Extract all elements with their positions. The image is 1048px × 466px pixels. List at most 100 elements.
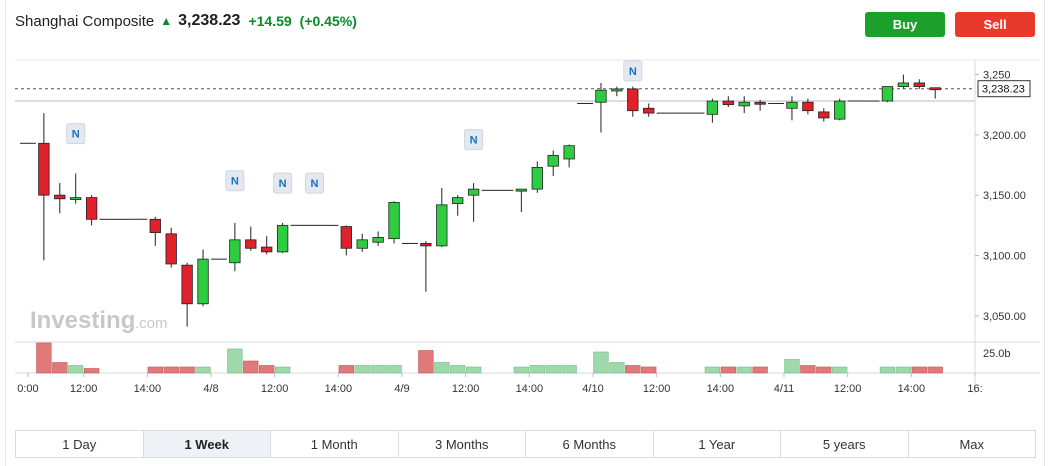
volume-bar (546, 366, 561, 374)
volume-bar (705, 367, 720, 373)
candle-body (612, 89, 623, 91)
candle[interactable] (166, 228, 177, 268)
candle-body (834, 101, 845, 119)
current-price-label: 3,238.23 (982, 84, 1025, 96)
candle[interactable] (437, 188, 448, 247)
news-marker[interactable]: N (624, 61, 642, 81)
candle[interactable] (532, 161, 543, 192)
tab-6-months[interactable]: 6 Months (526, 431, 654, 457)
time-tick-label: 12:00 (834, 383, 862, 395)
news-badge-label: N (629, 66, 637, 78)
candle-body (723, 101, 734, 105)
tab-1-week[interactable]: 1 Week (144, 431, 272, 457)
candle-body (755, 102, 766, 104)
candle-body (373, 237, 384, 242)
candle-body (198, 259, 209, 304)
candle-body (55, 195, 66, 199)
candle[interactable] (182, 263, 193, 327)
volume-bar (68, 366, 83, 374)
volume-bar (928, 367, 943, 373)
candle[interactable] (882, 87, 893, 103)
news-markers: NN N NNN (67, 61, 642, 193)
candle[interactable] (914, 79, 925, 89)
candle[interactable] (930, 88, 941, 99)
candle[interactable] (898, 74, 909, 88)
candle[interactable] (819, 108, 830, 121)
volume-bar (737, 367, 752, 373)
candle[interactable] (277, 223, 288, 253)
candle-body (452, 198, 463, 204)
time-tick-label: 4/8 (203, 383, 218, 395)
volume-bar (275, 367, 290, 373)
tab-1-year[interactable]: 1 Year (654, 431, 782, 457)
candle-body (564, 146, 575, 159)
news-marker[interactable]: N (465, 130, 483, 150)
candle[interactable] (723, 96, 734, 107)
volume-bar (196, 367, 211, 373)
candle[interactable] (341, 225, 352, 255)
news-marker[interactable]: N (305, 173, 323, 193)
candle[interactable] (564, 144, 575, 167)
candle[interactable] (468, 183, 479, 222)
volume-bar (785, 360, 800, 374)
candle[interactable] (39, 113, 50, 260)
candle[interactable] (596, 83, 607, 132)
time-tick-label: 4/9 (394, 383, 409, 395)
watermark-brand: Investing (30, 307, 135, 334)
candle[interactable] (373, 231, 384, 245)
candle[interactable] (389, 201, 400, 243)
candle[interactable] (643, 103, 654, 116)
news-marker[interactable]: N (226, 171, 244, 191)
candle[interactable] (707, 99, 718, 123)
time-tick-label: 14:00 (134, 383, 162, 395)
candle[interactable] (55, 183, 66, 213)
news-badge-label: N (470, 135, 478, 147)
news-marker[interactable]: N (67, 124, 85, 144)
volume-axis-label: 25.0b (983, 348, 1011, 360)
volume-bar (164, 367, 179, 373)
candle-body (230, 240, 241, 263)
tab-5-years[interactable]: 5 years (781, 431, 909, 457)
candle[interactable] (548, 151, 559, 176)
range-tabs: 1 Day 1 Week 1 Month 3 Months 6 Months 1 Year… (15, 430, 1036, 458)
candle[interactable] (452, 195, 463, 216)
candle-body (166, 234, 177, 264)
candle[interactable] (834, 99, 845, 121)
news-marker[interactable]: N (274, 173, 292, 193)
watermark-suffix: .com (135, 315, 168, 332)
candle[interactable] (198, 249, 209, 306)
candle[interactable] (70, 173, 81, 203)
candle[interactable] (787, 96, 798, 120)
volume-bar (753, 367, 768, 373)
volume-bar (180, 367, 195, 373)
tab-1-month[interactable]: 1 Month (271, 431, 399, 457)
volume-bar (530, 366, 545, 374)
candle[interactable] (628, 87, 639, 117)
time-tick-label: 14:00 (325, 383, 353, 395)
candle-body (86, 198, 97, 220)
candle-body (341, 227, 352, 249)
candle[interactable] (150, 217, 161, 246)
volume-bar (912, 367, 927, 373)
candle[interactable] (612, 87, 623, 97)
candle[interactable] (261, 236, 272, 254)
candlestick-chart[interactable]: Investing .com N N N N N N 3,250 3,200.00 3,150… (0, 0, 1048, 430)
time-tick-label: 14:00 (898, 383, 926, 395)
flat-segments (20, 101, 880, 259)
candle-body (787, 102, 798, 108)
candle[interactable] (230, 223, 241, 271)
candle-body (261, 247, 272, 252)
candle[interactable] (86, 195, 97, 225)
candle[interactable] (357, 234, 368, 252)
candle-body (643, 108, 654, 113)
tab-max[interactable]: Max (909, 431, 1036, 457)
candle[interactable] (421, 241, 432, 292)
candle[interactable] (246, 227, 257, 251)
tab-3-months[interactable]: 3 Months (399, 431, 527, 457)
chart-grid (15, 60, 1040, 393)
time-axis: 0:00 12:00 14:00 4/8 12:00 14:00 4/9 12:00 14:00… (17, 373, 982, 395)
candle[interactable] (739, 96, 750, 113)
candle[interactable] (516, 189, 527, 212)
volume-bar (243, 361, 258, 373)
tab-1-day[interactable]: 1 Day (16, 431, 144, 457)
